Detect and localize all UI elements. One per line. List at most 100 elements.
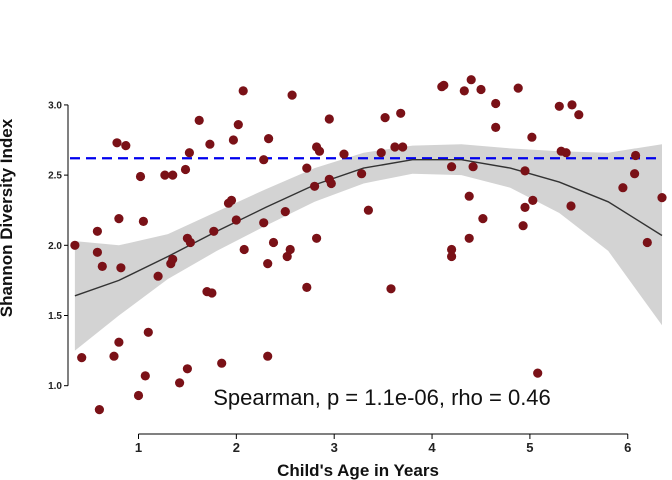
x-axis-title: Child's Age in Years xyxy=(277,461,439,480)
data-point xyxy=(642,237,652,248)
x-tick-label: 1 xyxy=(135,440,142,455)
data-point xyxy=(478,214,488,224)
data-point xyxy=(520,166,530,176)
data-point xyxy=(285,244,295,255)
data-point xyxy=(109,351,119,361)
data-point xyxy=(567,100,577,110)
data-point xyxy=(339,149,349,159)
data-point xyxy=(468,162,478,172)
data-point xyxy=(205,139,215,149)
data-point xyxy=(447,162,457,172)
data-point xyxy=(282,251,292,262)
data-point xyxy=(390,142,400,152)
data-point xyxy=(175,378,185,388)
data-point xyxy=(618,183,628,193)
confidence-band xyxy=(74,144,662,351)
data-point xyxy=(92,247,102,257)
data-point xyxy=(140,371,150,381)
data-point xyxy=(112,138,122,148)
data-point xyxy=(233,120,243,130)
data-point xyxy=(476,84,486,95)
data-point xyxy=(520,202,530,212)
y-tick-label: 2.5 xyxy=(48,171,62,182)
data-point xyxy=(263,351,273,361)
data-point xyxy=(554,101,564,111)
data-point xyxy=(143,327,153,337)
data-point xyxy=(326,178,336,189)
data-point xyxy=(153,271,163,281)
data-point xyxy=(194,115,204,125)
data-point xyxy=(184,148,194,158)
axes-layer: 1.0 1.5 2.0 2.5 3.0 1 2 3 4 5 6 xyxy=(48,100,631,455)
data-point xyxy=(527,132,537,142)
spearman-annotation: Spearman, p = 1.1e-06, rho = 0.46 xyxy=(213,385,551,410)
data-point xyxy=(466,75,476,85)
data-point xyxy=(264,134,274,144)
data-point xyxy=(259,218,269,228)
data-point xyxy=(631,150,641,161)
data-point xyxy=(114,214,124,224)
data-point xyxy=(302,163,312,173)
data-point xyxy=(263,259,273,269)
data-point xyxy=(324,114,334,124)
x-tick-label: 5 xyxy=(526,440,533,455)
data-point xyxy=(70,240,80,250)
data-point xyxy=(312,233,322,243)
data-point xyxy=(268,237,279,248)
data-point xyxy=(464,191,474,201)
data-point xyxy=(386,284,396,294)
data-point xyxy=(180,164,191,175)
x-tick-label: 4 xyxy=(428,440,436,455)
x-tick-label: 2 xyxy=(233,440,240,455)
data-point xyxy=(94,405,104,415)
y-tick-label: 1.5 xyxy=(48,311,62,322)
y-axis-title: Shannon Diversity Index xyxy=(0,118,16,317)
data-point xyxy=(310,181,320,191)
data-point xyxy=(231,215,241,225)
data-point xyxy=(396,108,406,118)
data-point xyxy=(259,155,269,165)
data-points-layer xyxy=(70,75,667,415)
data-point xyxy=(561,148,571,158)
data-point xyxy=(77,353,87,363)
data-point xyxy=(97,261,107,271)
data-point xyxy=(168,170,178,180)
x-tick-label: 6 xyxy=(624,440,631,455)
y-tick-label: 2.0 xyxy=(48,241,62,252)
data-point xyxy=(92,226,102,236)
data-point xyxy=(518,221,528,231)
data-point xyxy=(168,254,178,264)
data-point xyxy=(182,364,192,374)
x-tick-label: 3 xyxy=(331,440,338,455)
data-point xyxy=(439,80,449,90)
data-point xyxy=(533,368,543,378)
data-point xyxy=(226,195,237,205)
data-point xyxy=(121,141,131,151)
trend-line-layer xyxy=(74,159,663,297)
data-point xyxy=(228,135,238,145)
data-point xyxy=(238,86,248,96)
data-point xyxy=(398,142,408,152)
data-point xyxy=(302,282,312,292)
data-point xyxy=(357,169,367,179)
data-point xyxy=(491,122,501,132)
data-point xyxy=(114,337,124,347)
data-point xyxy=(160,170,170,180)
data-point xyxy=(528,195,538,205)
data-point xyxy=(133,390,144,401)
data-point xyxy=(380,113,390,123)
y-tick-label: 3.0 xyxy=(48,100,62,111)
data-point xyxy=(280,207,290,217)
data-point xyxy=(135,171,146,182)
data-point xyxy=(287,90,297,100)
data-point xyxy=(314,146,325,156)
data-point xyxy=(464,233,474,243)
data-point xyxy=(574,110,584,120)
data-point xyxy=(209,226,219,236)
loess-trend-line xyxy=(74,159,663,297)
confidence-band-layer xyxy=(74,144,662,351)
data-point xyxy=(447,244,457,255)
data-point xyxy=(217,358,227,368)
data-point xyxy=(491,98,501,109)
